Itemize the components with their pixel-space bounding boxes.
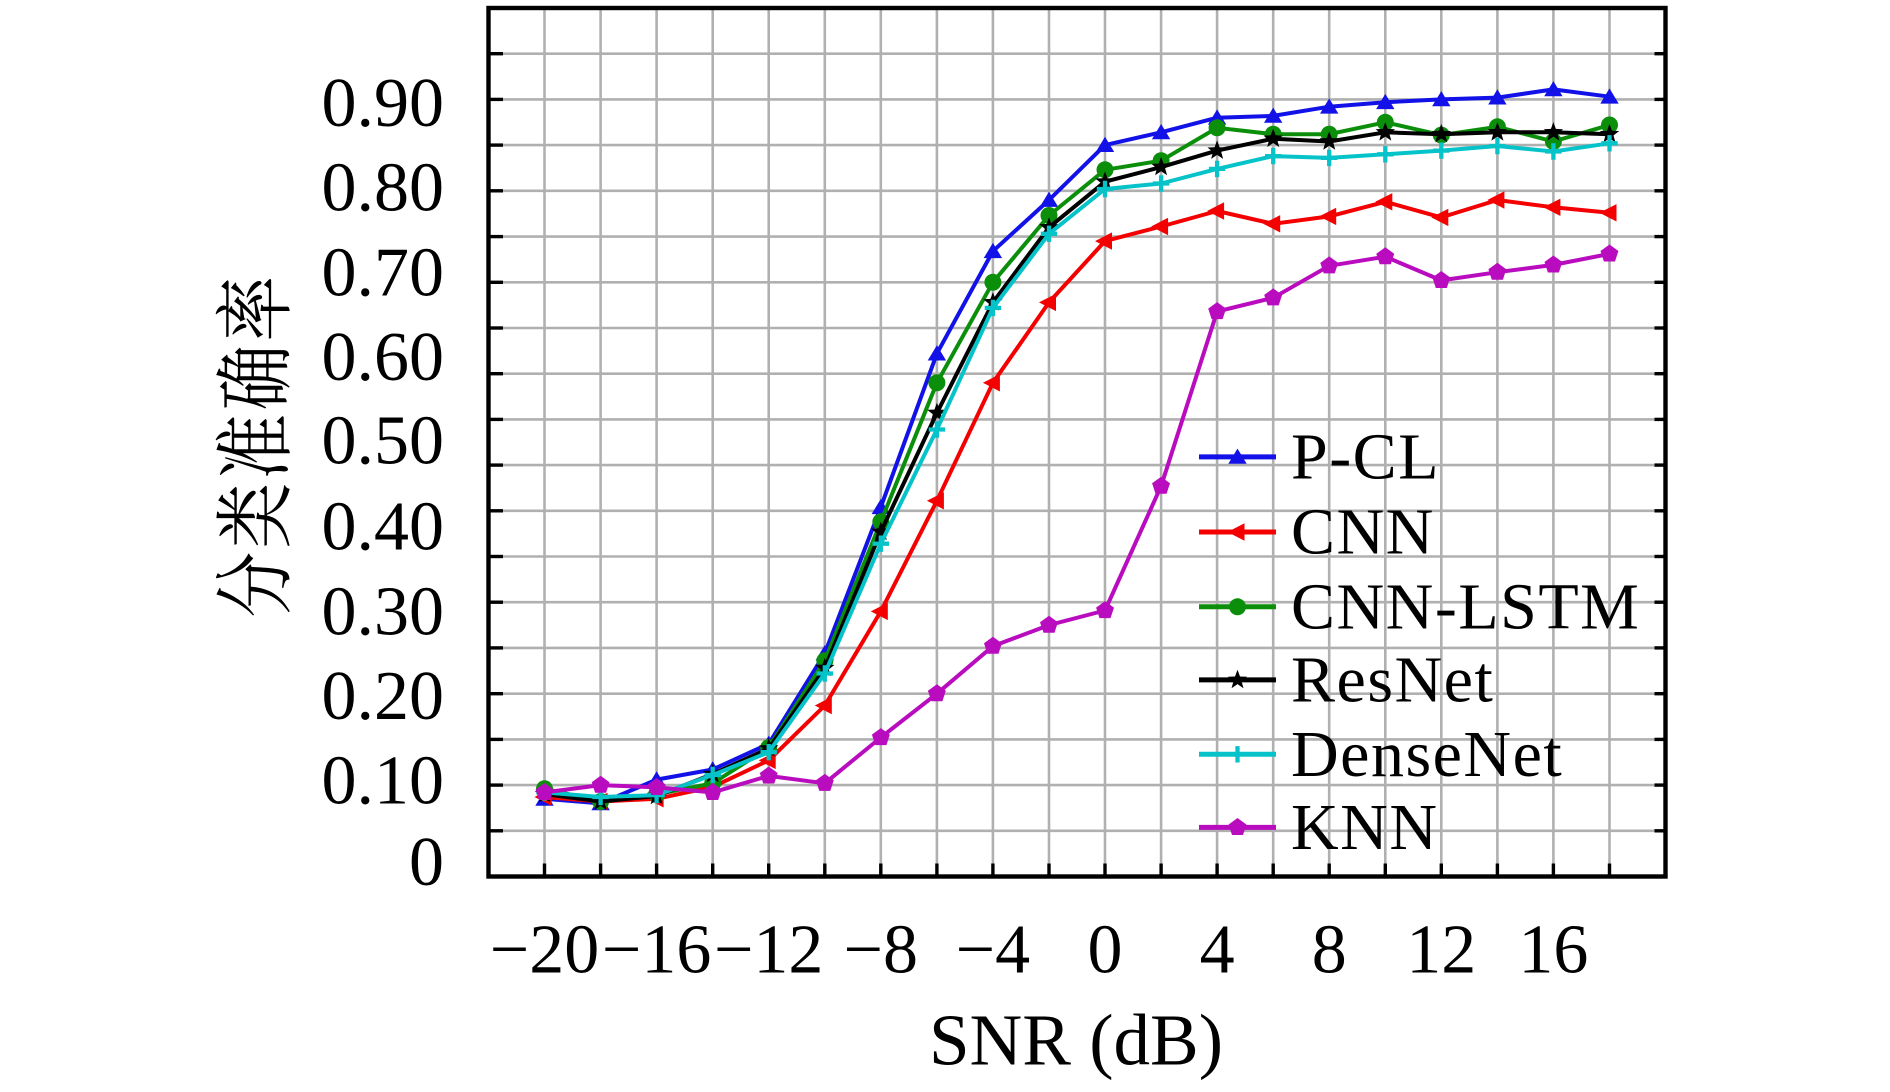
svg-text:0.20: 0.20 xyxy=(322,658,445,735)
svg-text:0.70: 0.70 xyxy=(322,234,445,311)
svg-text:0.90: 0.90 xyxy=(322,65,445,142)
svg-text:8: 8 xyxy=(1312,912,1347,989)
svg-text:0.40: 0.40 xyxy=(322,489,445,566)
svg-text:0: 0 xyxy=(409,824,444,901)
svg-text:P-CL: P-CL xyxy=(1291,420,1440,493)
svg-text:DenseNet: DenseNet xyxy=(1291,718,1563,791)
svg-text:12: 12 xyxy=(1406,912,1476,989)
svg-text:ResNet: ResNet xyxy=(1291,643,1494,716)
svg-text:0: 0 xyxy=(1088,912,1123,989)
svg-text:KNN: KNN xyxy=(1291,791,1439,864)
svg-text:SNR (dB): SNR (dB) xyxy=(929,1000,1223,1081)
svg-text:−8: −8 xyxy=(844,912,918,989)
svg-text:0.60: 0.60 xyxy=(322,319,445,396)
svg-text:4: 4 xyxy=(1200,912,1235,989)
svg-text:−20: −20 xyxy=(490,912,599,989)
svg-text:0.80: 0.80 xyxy=(322,149,445,226)
svg-text:CNN: CNN xyxy=(1291,496,1435,569)
svg-text:0.10: 0.10 xyxy=(322,743,445,820)
svg-text:−16: −16 xyxy=(602,912,711,989)
svg-text:0.30: 0.30 xyxy=(322,574,445,651)
svg-text:−12: −12 xyxy=(714,912,823,989)
svg-text:0.50: 0.50 xyxy=(322,402,445,479)
svg-text:16: 16 xyxy=(1518,912,1588,989)
svg-text:CNN-LSTM: CNN-LSTM xyxy=(1291,570,1640,643)
svg-text:−4: −4 xyxy=(956,912,1030,989)
